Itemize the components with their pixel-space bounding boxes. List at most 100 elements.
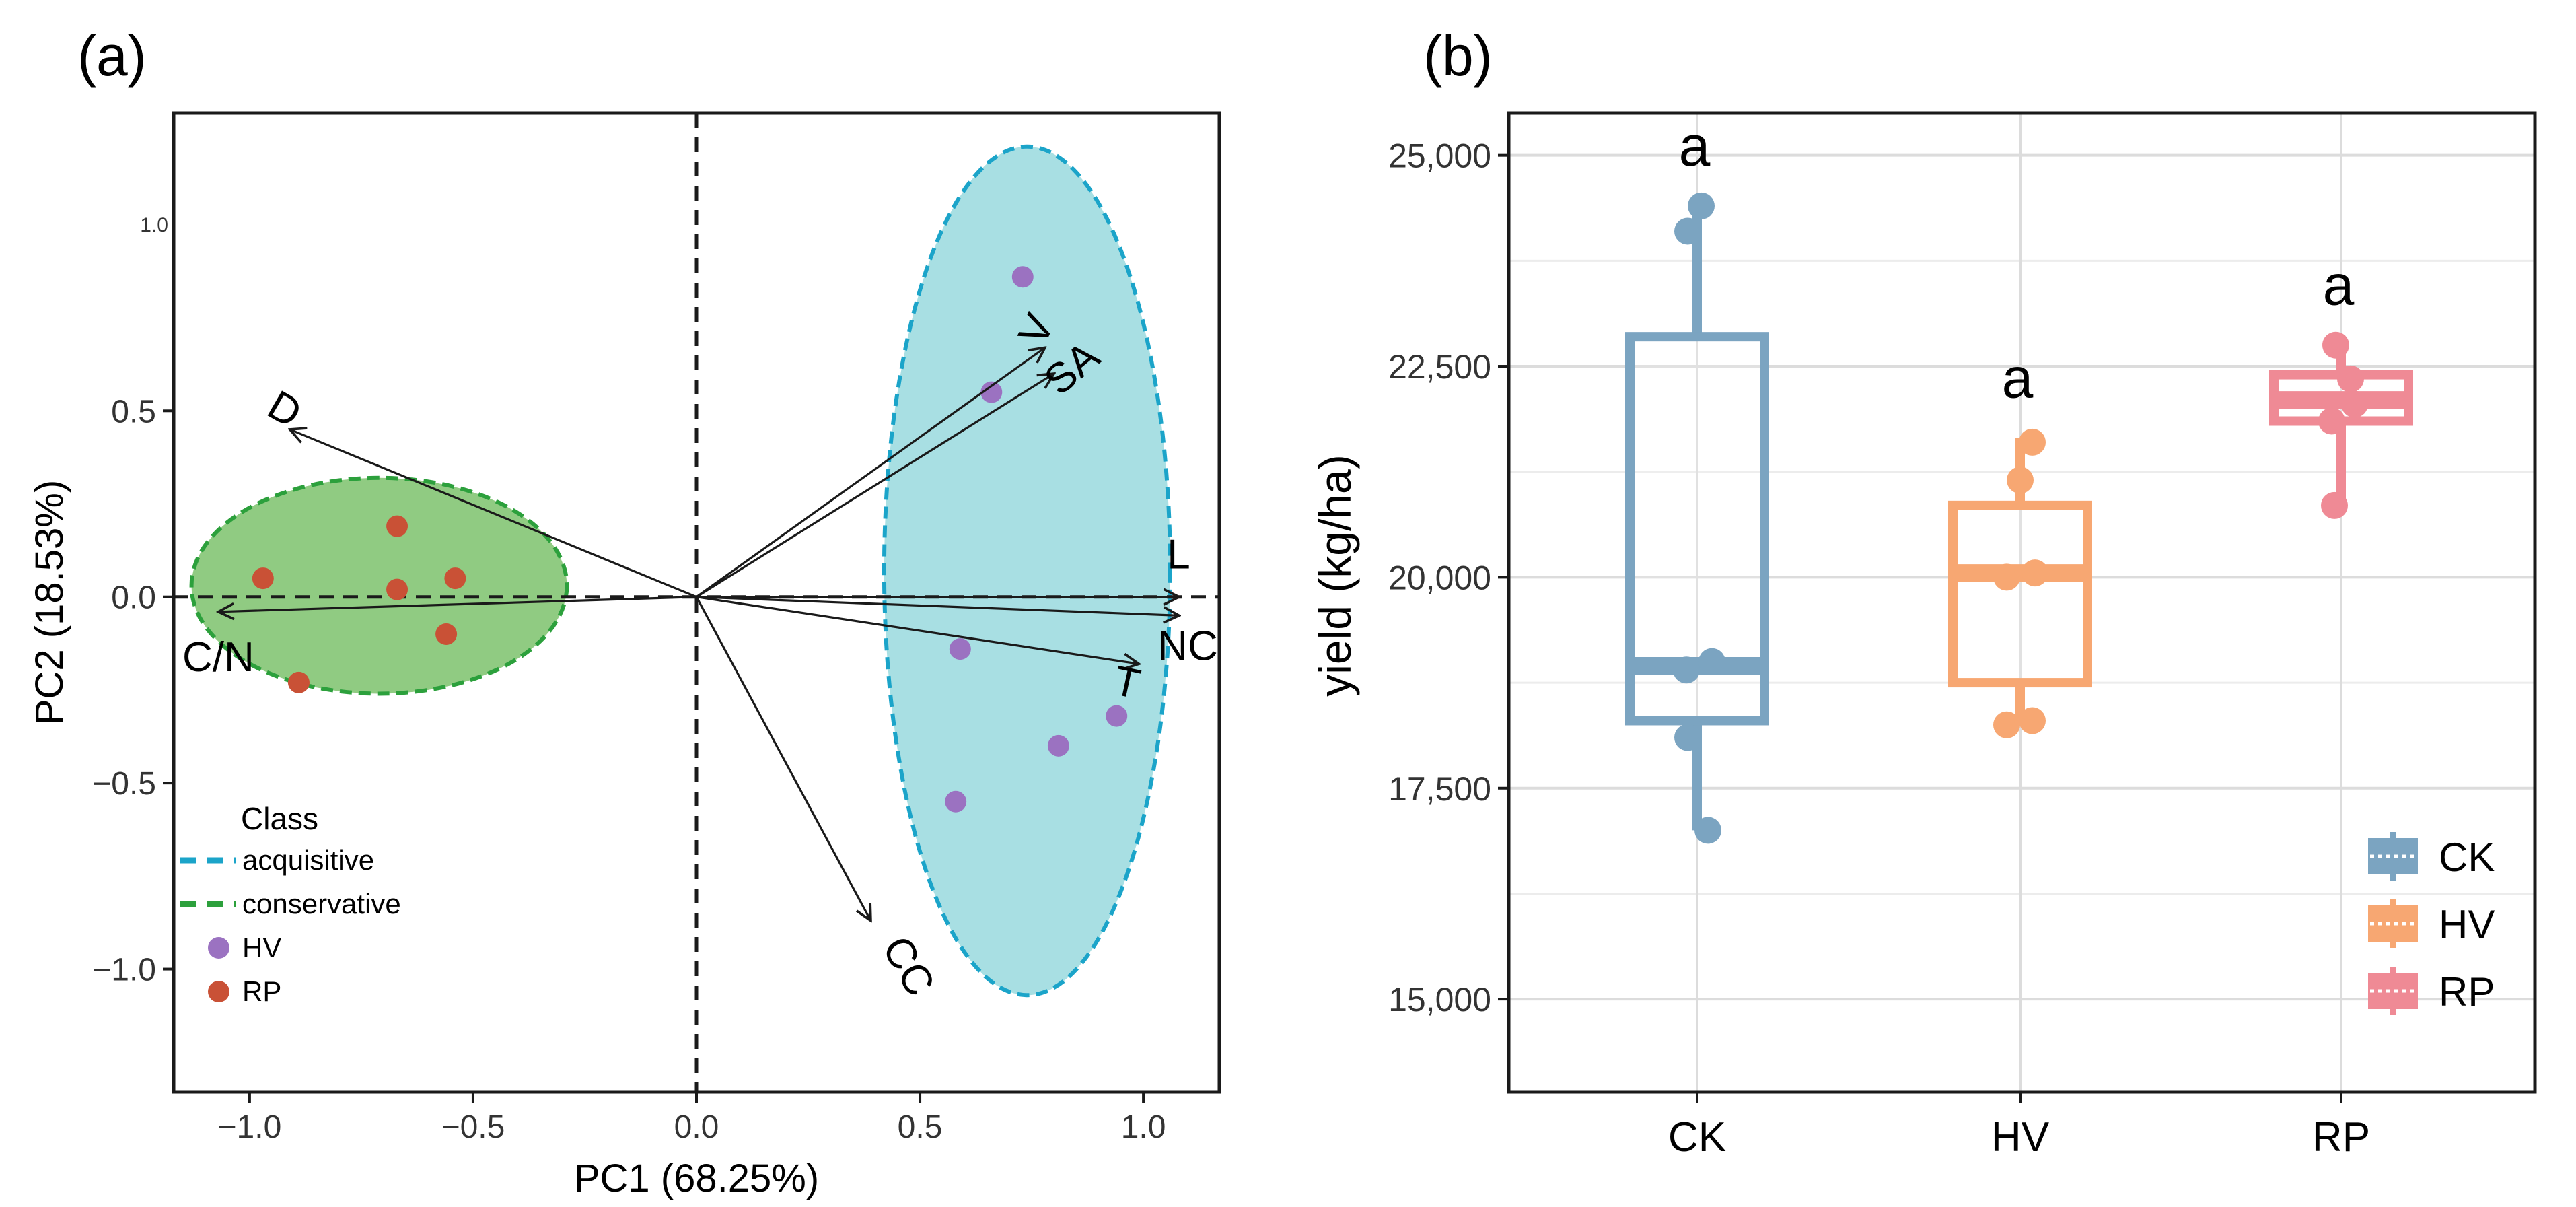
y-tick-label: 22,500 (1388, 348, 1491, 386)
x-tick-label: −0.5 (441, 1109, 505, 1145)
loading-label-c-n: C/N (182, 634, 254, 681)
legend-swatch-rp (208, 981, 229, 1002)
y-tick-label: 0.5 (111, 394, 156, 429)
data-point (1673, 656, 1700, 684)
legend-swatch-box (2368, 838, 2418, 874)
loading-label-l: L (1167, 532, 1190, 578)
point-hv-4 (1106, 705, 1128, 727)
y-tick-label: 0.0 (111, 580, 156, 616)
legend-label: CK (2439, 835, 2495, 880)
y-tick-label: 17,500 (1388, 770, 1491, 808)
point-hv-3 (949, 638, 971, 660)
legend-label-conservative: conservative (242, 888, 401, 920)
legend-label: RP (2439, 969, 2495, 1014)
legend-title: Class (241, 801, 318, 836)
x-tick-label-rp: RP (2312, 1114, 2370, 1161)
data-point (2321, 491, 2348, 519)
data-point (2322, 331, 2349, 359)
point-rp-2 (252, 567, 274, 590)
y-tick-label: −1.0 (92, 953, 156, 988)
data-point (1688, 192, 1715, 219)
data-point (2022, 559, 2048, 587)
loading-arrow-t (696, 596, 1139, 664)
x-tick-label-ck: CK (1668, 1114, 1726, 1161)
panel-b-legend: CK HV RP (2368, 832, 2495, 1015)
panel-b-ticks: 15,000 17,500 20,000 22,500 25,000 CK HV RP (1388, 137, 2370, 1161)
data-point (2019, 428, 2046, 456)
point-rp-4 (444, 567, 466, 590)
ellipse-acquisitive (882, 144, 1172, 998)
class-ellipses (189, 144, 1172, 998)
box-hv: a (1948, 347, 2092, 738)
box-rp: a (2269, 254, 2413, 519)
x-tick-label: 0.0 (674, 1109, 719, 1145)
point-rp-1 (386, 515, 408, 537)
x-tick-label: 0.5 (898, 1109, 943, 1145)
data-point (2341, 390, 2368, 418)
legend-item-ck: CK (2368, 832, 2495, 881)
point-hv-6 (945, 790, 967, 813)
loading-arrow-v (696, 347, 1045, 598)
point-hv-5 (1047, 734, 1069, 757)
panel-a-label: (a) (77, 24, 147, 88)
legend-item-rp: RP (2368, 967, 2495, 1015)
data-point (1674, 217, 1701, 245)
point-rp-3 (386, 578, 408, 600)
loading-arrow-c-n (218, 596, 697, 612)
data-point (2318, 407, 2345, 435)
x-tick-label: −1.0 (218, 1109, 282, 1145)
significance-letter: a (1679, 114, 1711, 178)
legend-item-hv: HV (2368, 899, 2495, 948)
y-tick-label: 15,000 (1388, 981, 1491, 1019)
score-points (252, 266, 1128, 813)
box-ck: a (1625, 114, 1769, 844)
y-tick-label: 20,000 (1388, 559, 1491, 596)
loading-arrow-sa (696, 374, 1054, 598)
legend-label-hv: HV (242, 932, 281, 963)
data-point (1674, 724, 1701, 751)
panel-a-legend: Class acquisitive conservative HV RP (180, 801, 401, 1007)
data-point (1993, 711, 2020, 738)
panel-b-y-axis-label: yield (kg/ha) (1310, 454, 1360, 697)
data-point (1698, 648, 1725, 675)
panel-a-x-axis-label: PC1 (68.25%) (574, 1157, 819, 1200)
point-rp-6 (287, 671, 310, 693)
point-rp-5 (435, 623, 458, 645)
y-tick-label: 25,000 (1388, 137, 1491, 175)
loading-arrow-cc (695, 596, 871, 921)
legend-swatch-box (2368, 973, 2418, 1009)
data-point (2019, 707, 2046, 734)
significance-letter: a (2323, 254, 2355, 317)
significance-letter: a (2002, 347, 2034, 410)
point-hv-2 (980, 381, 1003, 403)
legend-label: HV (2439, 902, 2495, 947)
legend-swatch-box (2368, 905, 2418, 942)
y-tick-label: −0.5 (92, 766, 156, 802)
legend-label-acquisitive: acquisitive (242, 844, 374, 876)
box-plots: a a a (1625, 114, 2413, 844)
loading-arrow-d (290, 429, 697, 598)
panel-b: (b) a a a 15,000 17,500 20,000 22,500 25,000 CK… (1310, 24, 2537, 1161)
x-tick-label: 1.0 (1121, 1109, 1166, 1145)
loading-arrow-nc (696, 596, 1179, 616)
x-tick-label-hv: HV (1991, 1114, 2050, 1161)
y-tick-label-inset: 1.0 (140, 214, 168, 236)
data-point (2337, 365, 2364, 392)
ellipse-conservative (189, 475, 569, 696)
panel-a-y-axis-label: PC2 (18.53%) (28, 480, 71, 725)
point-hv-1 (1011, 266, 1034, 288)
panel-b-frame (1507, 111, 2537, 1094)
panel-b-label: (b) (1423, 24, 1493, 88)
box-iqr (1625, 332, 1769, 726)
data-point (1993, 563, 2020, 591)
data-point (1694, 817, 1721, 844)
legend-label-rp: RP (242, 975, 281, 1007)
box-iqr (1948, 500, 2092, 688)
legend-swatch-hv (208, 937, 229, 959)
panel-a-ticks: −1.0 −0.5 0.0 0.5 1.0 −1.0 −0.5 0.0 0.5 1.0 (92, 214, 1166, 1145)
loading-label-nc: NC (1157, 623, 1218, 669)
data-point (2007, 467, 2034, 494)
